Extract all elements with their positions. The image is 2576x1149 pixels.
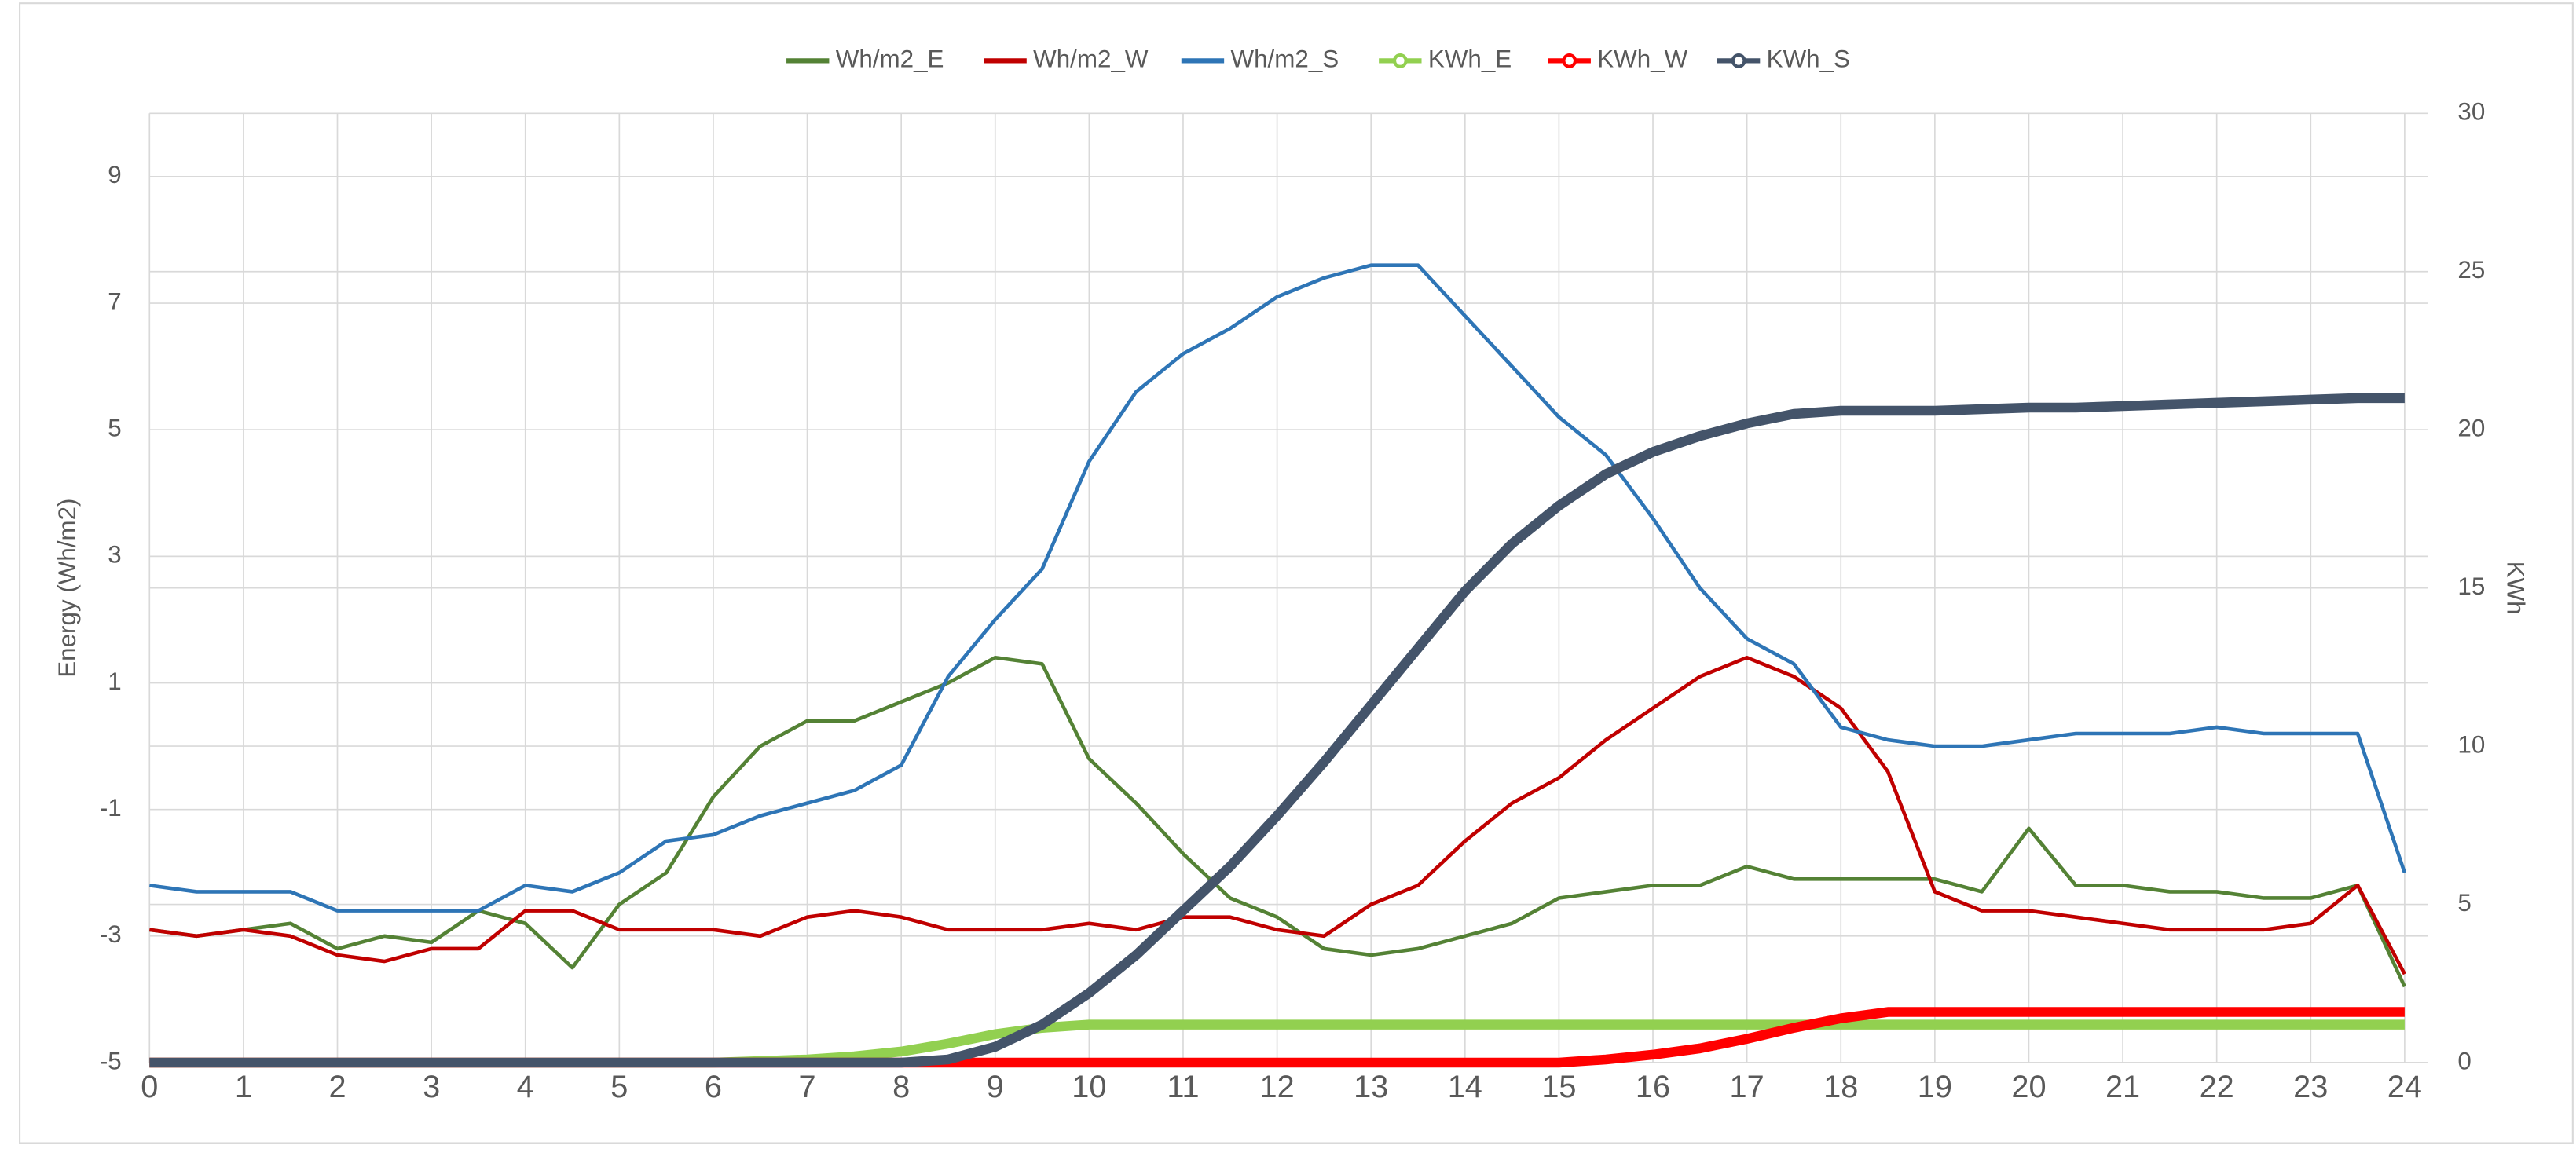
x-tick-label: 24 bbox=[2387, 1070, 2422, 1104]
y-tick-label: -3 bbox=[100, 920, 122, 948]
x-tick-label: 21 bbox=[2105, 1070, 2140, 1104]
legend-label: KWh_S bbox=[1767, 46, 1850, 73]
x-tick-label: 5 bbox=[610, 1070, 628, 1104]
x-tick-label: 0 bbox=[141, 1070, 158, 1104]
x-tick-label: 1 bbox=[235, 1070, 252, 1104]
series-line bbox=[149, 393, 2405, 1068]
legend-label: Wh/m2_E bbox=[836, 46, 944, 73]
x-tick-label: 17 bbox=[1730, 1070, 1764, 1104]
y-tick-label: 3 bbox=[108, 541, 121, 569]
y2-tick-label: 25 bbox=[2457, 256, 2485, 284]
y2-tick-label: 20 bbox=[2457, 414, 2485, 441]
x-tick-label: 14 bbox=[1448, 1070, 1482, 1104]
x-tick-label: 10 bbox=[1072, 1070, 1106, 1104]
legend-label: Wh/m2_S bbox=[1231, 46, 1339, 73]
legend: Wh/m2_E Wh/m2_W Wh/m2_S KWh_E KWh_W KWh_S bbox=[786, 46, 1850, 73]
x-tick-label: 23 bbox=[2293, 1070, 2328, 1104]
y2-tick-label: 0 bbox=[2457, 1047, 2471, 1074]
y2-tick-label: 10 bbox=[2457, 730, 2485, 758]
x-tick-label: 2 bbox=[328, 1070, 346, 1104]
legend-label: Wh/m2_W bbox=[1033, 46, 1149, 73]
x-tick-label: 11 bbox=[1167, 1070, 1199, 1104]
legend-marker bbox=[1731, 53, 1746, 68]
legend-label: KWh_E bbox=[1428, 46, 1512, 73]
series-line bbox=[148, 263, 2407, 913]
x-tick-label: 7 bbox=[799, 1070, 816, 1104]
y2-tick-label: 15 bbox=[2457, 573, 2485, 600]
y2-axis-label: KWh bbox=[2501, 562, 2529, 615]
x-tick-label: 6 bbox=[705, 1070, 722, 1104]
y2-tick-label: 30 bbox=[2457, 98, 2485, 126]
y-tick-label: 7 bbox=[108, 287, 121, 315]
x-tick-label: 19 bbox=[1918, 1070, 1952, 1104]
chart-border bbox=[19, 2, 2574, 1144]
legend-label: KWh_W bbox=[1597, 46, 1687, 73]
x-tick-label: 3 bbox=[423, 1070, 440, 1104]
x-tick-label: 20 bbox=[2011, 1070, 2046, 1104]
x-tick-label: 16 bbox=[1636, 1070, 1670, 1104]
x-tick-label: 18 bbox=[1823, 1070, 1858, 1104]
y-tick-label: 1 bbox=[108, 668, 121, 695]
x-tick-label: 12 bbox=[1260, 1070, 1295, 1104]
legend-marker bbox=[1392, 53, 1408, 68]
x-tick-label: 15 bbox=[1541, 1070, 1576, 1104]
legend-marker bbox=[1562, 53, 1577, 68]
series-line bbox=[148, 655, 2406, 988]
y-tick-label: 5 bbox=[108, 414, 121, 441]
y2-tick-label: 5 bbox=[2457, 889, 2471, 917]
y-tick-label: -5 bbox=[100, 1047, 122, 1074]
x-tick-label: 4 bbox=[517, 1070, 534, 1104]
x-tick-label: 9 bbox=[987, 1070, 1004, 1104]
x-tick-label: 22 bbox=[2200, 1070, 2234, 1104]
y-tick-label: 9 bbox=[108, 161, 121, 188]
series-line bbox=[148, 655, 2406, 975]
y-tick-label: -1 bbox=[100, 794, 122, 821]
x-tick-label: 13 bbox=[1354, 1070, 1388, 1104]
x-tick-label: 8 bbox=[892, 1070, 910, 1104]
y-axis-label: Energy (Wh/m2) bbox=[53, 499, 81, 678]
